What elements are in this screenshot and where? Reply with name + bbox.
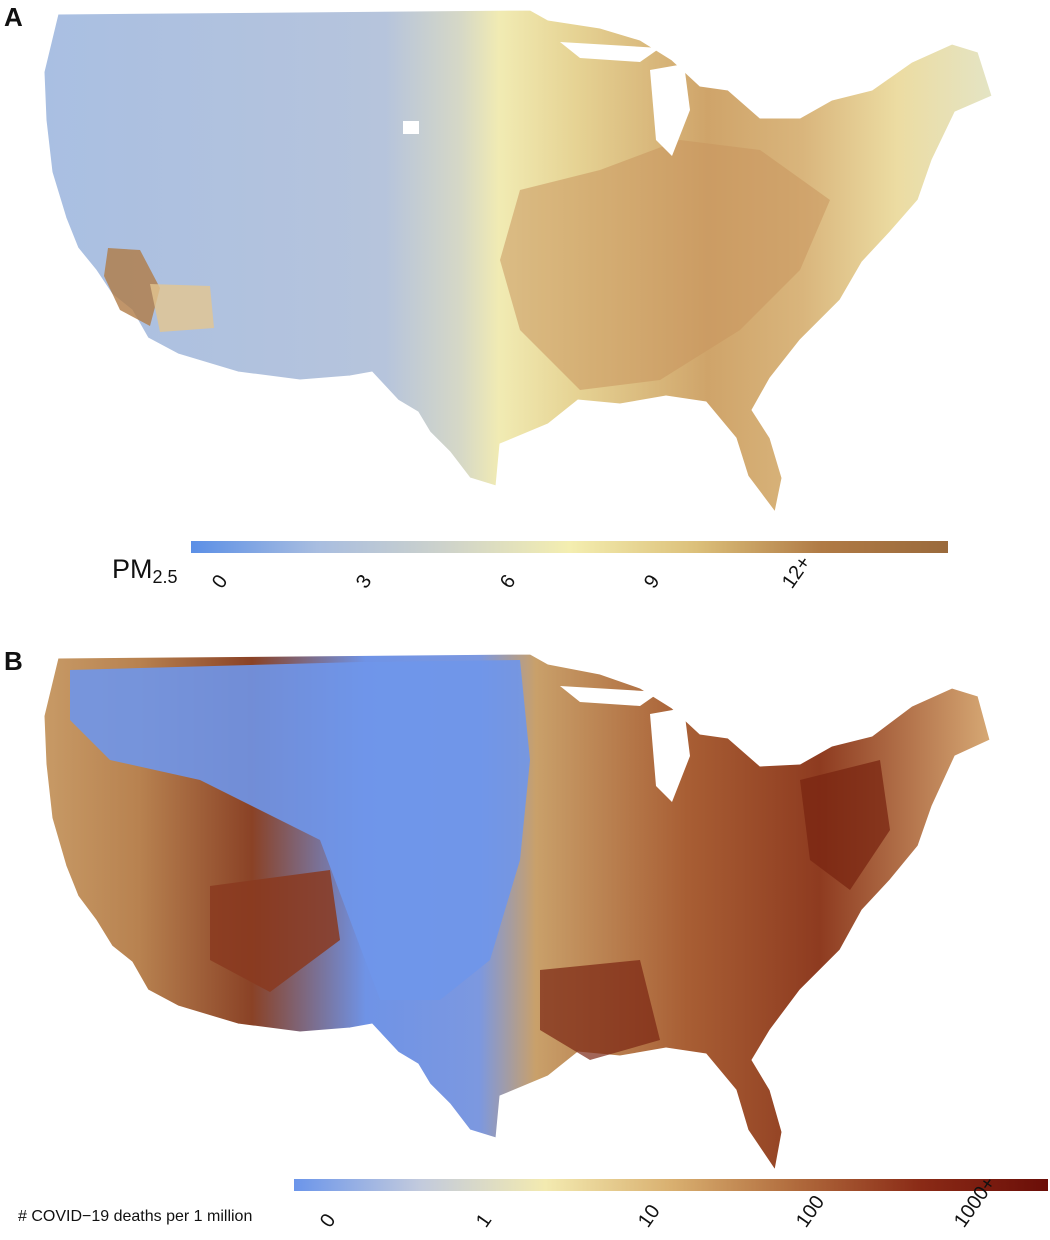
covid-deaths-map (43, 653, 991, 1172)
lake-superior-b (560, 686, 660, 706)
west-zero-region-b (70, 660, 530, 1000)
california-hotspot-a (104, 248, 160, 326)
arizona-hotspot-b (210, 870, 340, 992)
legend-tick-label: 1 (472, 1209, 497, 1232)
legend-tick-label: 0 (316, 1209, 341, 1232)
panel-label-b: B (4, 646, 23, 676)
legend-tick-label: 9 (640, 570, 665, 593)
panel-label-a: A (4, 2, 23, 32)
covid-colorbar (294, 1179, 1048, 1191)
pm25-colorbar (191, 541, 948, 553)
legend-tick-label: 6 (496, 570, 521, 593)
legend-tick-label: 100 (792, 1191, 830, 1232)
southeast-hotspot-a (500, 140, 830, 390)
louisiana-hotspot-b (540, 960, 660, 1060)
lake-superior-a (560, 42, 660, 62)
missing-county-a (403, 121, 419, 134)
socal-area-a (150, 284, 214, 332)
great-lakes-b (650, 708, 690, 802)
legend-tick-label: 12+ (778, 552, 816, 593)
great-lakes-a (650, 64, 690, 156)
legend-tick-label: 0 (208, 570, 233, 593)
legend-tick-label: 10 (634, 1200, 665, 1232)
legend-tick-label: 3 (352, 570, 377, 593)
covid-legend-title: # COVID−19 deaths per 1 million (18, 1208, 253, 1225)
northeast-hotspot-b (800, 760, 890, 890)
pm25-legend-title: PM2.5 (112, 554, 178, 587)
pm25-map (43, 9, 993, 514)
